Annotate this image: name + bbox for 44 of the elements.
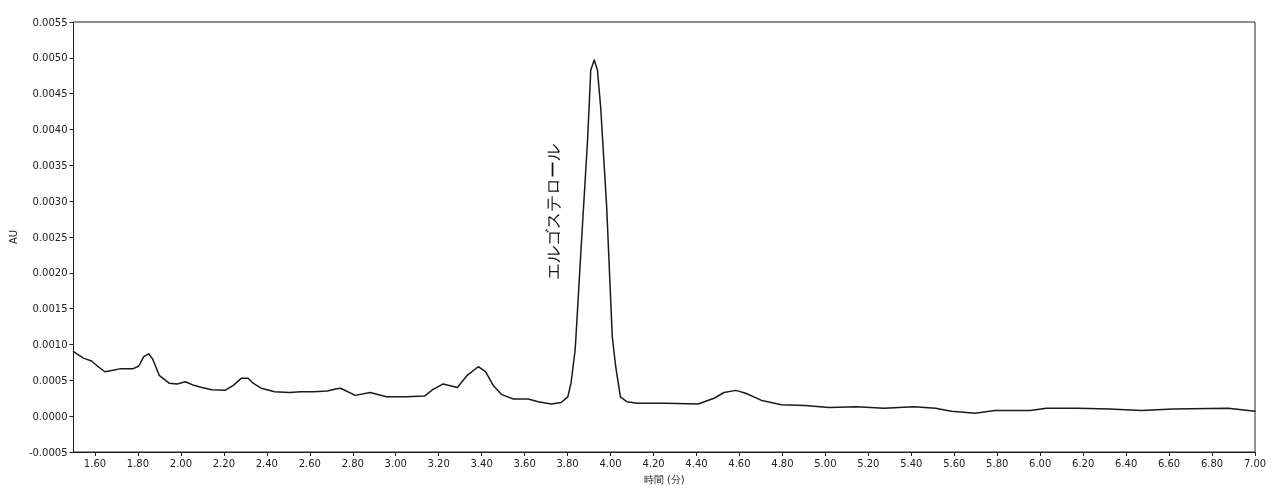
x-tick-label: 2.60 [298,457,321,469]
x-tick-label: 6.60 [1157,457,1181,469]
x-tick-label: 6.80 [1200,457,1224,469]
x-tick-label: 3.20 [427,457,450,469]
y-tick-label: 0.0000 [32,410,68,422]
y-tick-label: 0.0010 [32,339,68,350]
annotation: エルゴステロール [543,144,563,280]
y-tick-label: 0.0025 [32,231,68,243]
y-tick-label: 0.0015 [32,303,68,315]
x-tick-label: 1.80 [126,457,150,469]
x-tick-label: 4.40 [685,457,708,469]
x-tick-label: 3.00 [384,457,407,469]
y-tick-label: 0.0030 [32,195,68,207]
x-axis-title: 時間 (分) [643,473,685,485]
y-tick-label: 0.0005 [32,374,68,386]
x-tick-label: 4.60 [728,457,751,469]
x-tick-label: 3.60 [513,457,536,469]
x-tick-label: 2.20 [212,457,235,469]
y-tick-label: 0.0020 [32,267,68,279]
y-tick-label: 0.0040 [32,124,68,135]
x-tick-label: 2.80 [341,457,364,469]
x-tick-label: 2.40 [255,457,278,469]
x-tick-label: 4.20 [642,457,665,469]
y-axis-title: AU [7,229,19,245]
x-tick-label: 3.40 [470,457,493,469]
x-tick-label: 6.40 [1114,457,1138,469]
y-tick-label: 0.0050 [32,52,68,64]
x-tick-label: 6.20 [1072,457,1095,469]
y-tick-label: 0.0055 [32,16,68,28]
y-tick-label: 0.0045 [32,88,68,100]
x-tick-label: 2.00 [169,457,193,469]
y-tick-label: 0.0035 [32,159,68,171]
x-tick-label: 4.00 [599,457,622,469]
x-tick-label: 5.40 [900,457,923,469]
y-tick-label: -0.0005 [28,446,68,458]
x-tick-label: 4.80 [771,457,794,469]
x-tick-label: 5.80 [986,457,1009,469]
x-tick-label: 5.60 [943,457,966,469]
x-tick-label: 5.00 [814,457,837,469]
x-tick-label: 1.60 [83,457,107,469]
x-tick-label: 3.80 [556,457,579,469]
x-tick-label: 7.00 [1243,457,1267,469]
x-tick-label: 6.00 [1029,457,1052,469]
x-tick-label: 5.20 [857,457,880,469]
